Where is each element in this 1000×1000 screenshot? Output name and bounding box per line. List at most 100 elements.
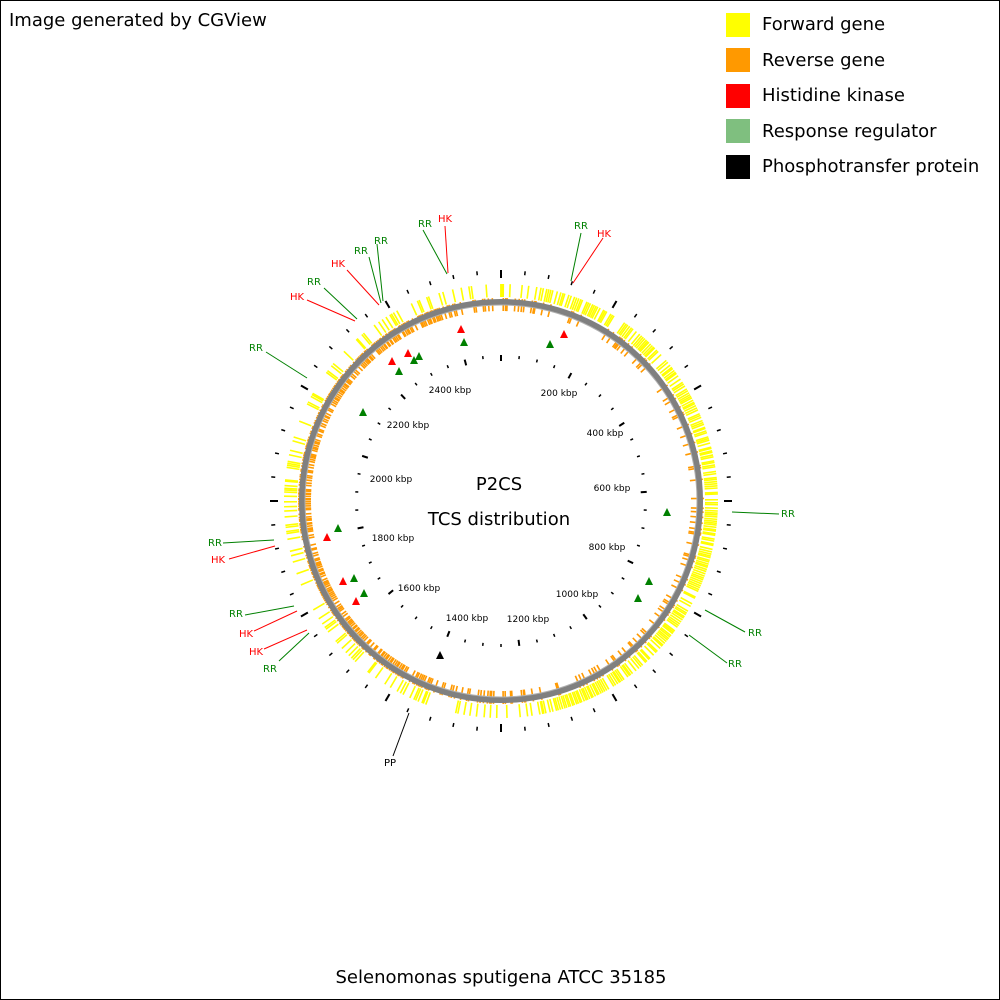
forward-gene-mark [341, 639, 352, 650]
forward-gene-mark [647, 349, 658, 360]
outer-tick [652, 328, 657, 333]
forward-gene-mark [311, 393, 324, 402]
kbp-tick [636, 544, 641, 547]
forward-gene-mark [569, 296, 576, 310]
forward-gene-mark [591, 306, 599, 319]
forward-gene-mark [704, 491, 718, 494]
tcs-marker-hk [457, 325, 465, 333]
kbp-label: 200 kbp [541, 389, 578, 399]
forward-gene-mark [542, 700, 547, 714]
outer-tick-marks [270, 270, 732, 732]
forward-gene-mark [704, 515, 718, 518]
tcs-marker-rr [395, 367, 403, 375]
forward-gene-mark [702, 531, 716, 535]
tcs-marker-hk [352, 597, 360, 605]
forward-gene-mark [701, 460, 715, 464]
forward-gene-mark [422, 691, 429, 704]
feature-label-rr: RR [354, 246, 368, 257]
forward-gene-mark [327, 370, 339, 380]
forward-gene-mark [594, 681, 602, 694]
forward-gene-mark [540, 288, 545, 302]
outer-tick [428, 281, 432, 286]
callout-line-rr [570, 232, 582, 282]
forward-gene-mark [655, 359, 667, 370]
kbp-tick [621, 576, 625, 580]
outer-tick [693, 384, 702, 391]
forward-gene-mark [701, 461, 715, 466]
forward-gene-mark [693, 430, 707, 436]
forward-gene-mark [627, 660, 637, 672]
forward-gene-mark [564, 294, 570, 308]
forward-gene-mark [698, 447, 712, 453]
forward-gene-mark [676, 390, 689, 398]
forward-gene-mark [392, 312, 401, 325]
forward-gene-mark [560, 293, 566, 307]
forward-gene-mark [576, 299, 584, 313]
outer-tick [708, 592, 713, 596]
forward-gene-mark [414, 688, 422, 701]
forward-gene-mark [665, 372, 677, 382]
outer-tick [633, 684, 638, 689]
forward-gene-mark [417, 689, 424, 702]
forward-gene-mark [485, 284, 488, 298]
callout-line-hk [572, 237, 604, 284]
forward-gene-mark [647, 641, 658, 652]
outer-tick [428, 716, 432, 721]
forward-gene-mark [558, 292, 564, 306]
forward-gene-mark [592, 682, 600, 695]
kbp-tick [446, 364, 450, 369]
forward-gene-mark [601, 677, 610, 690]
forward-gene-mark [661, 366, 673, 376]
forward-gene-mark [336, 634, 348, 644]
forward-gene-mark [556, 696, 562, 710]
forward-gene-mark [687, 581, 701, 589]
callout-line-pp [392, 712, 410, 757]
forward-gene-mark [508, 284, 511, 298]
legend-swatch-reverse-gene [726, 48, 750, 73]
forward-gene-mark [703, 522, 717, 526]
forward-gene-mark [703, 476, 717, 480]
kbp-tick [618, 421, 625, 427]
forward-gene-mark [704, 482, 718, 486]
forward-gene-mark [630, 657, 640, 669]
legend-item-response-regulator: Response regulator [726, 114, 979, 150]
forward-gene-mark [627, 330, 638, 343]
forward-gene-mark [704, 511, 718, 515]
forward-gene-mark [702, 464, 716, 468]
outer-tick [274, 452, 280, 455]
forward-gene-mark [644, 346, 655, 357]
forward-gene-mark [310, 395, 323, 404]
forward-gene-mark [558, 696, 564, 710]
outer-tick [669, 345, 674, 350]
forward-gene-mark [605, 314, 614, 327]
callout-line-rr [323, 287, 358, 320]
forward-gene-mark [284, 489, 298, 492]
forward-gene-mark [546, 699, 552, 713]
forward-gene-mark [688, 580, 702, 587]
forward-gene-mark [621, 664, 631, 677]
tcs-marker-hk [323, 533, 331, 541]
forward-gene-mark [688, 414, 701, 422]
forward-gene-mark [703, 524, 717, 529]
forward-gene-mark [285, 523, 299, 527]
forward-gene-mark [704, 517, 718, 521]
forward-gene-mark [702, 470, 717, 475]
feature-label-hk: HK [239, 629, 254, 640]
forward-gene-mark [660, 626, 672, 637]
forward-gene-mark [639, 649, 650, 661]
kbp-tick [430, 372, 433, 377]
forward-gene-mark [289, 547, 303, 553]
forward-gene-mark [390, 313, 399, 326]
forward-gene-mark [698, 446, 712, 452]
feature-label-hk: HK [249, 647, 264, 658]
feature-label-rr: RR [418, 219, 432, 230]
forward-gene-mark [610, 672, 619, 685]
forward-gene-mark [556, 292, 562, 306]
forward-gene-mark [677, 392, 690, 401]
forward-gene-mark [588, 304, 596, 318]
forward-gene-mark [664, 371, 677, 381]
forward-gene-mark [566, 295, 573, 309]
kbp-tick [361, 544, 366, 547]
forward-gene-mark [325, 371, 338, 381]
